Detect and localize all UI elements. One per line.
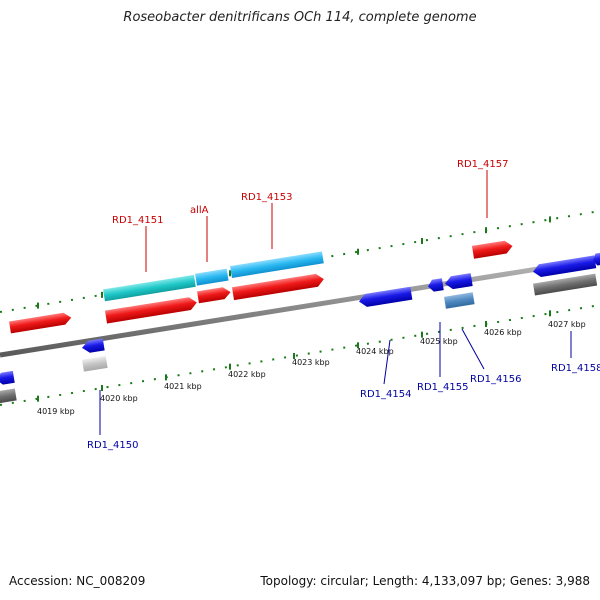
scale-label: 4020 kbp [100, 394, 138, 403]
gene-label-forward: allA [190, 205, 209, 216]
leader-line [383, 339, 391, 385]
feature-grey-left [0, 388, 17, 404]
cds-forward-rd1-4157 [471, 240, 513, 259]
cds-forward-rd1-4151-shape [104, 297, 197, 324]
genome-summary-text: Topology: circular; Length: 4,133,097 bp… [260, 574, 590, 588]
cds-reverse-rd1-4155 [428, 278, 444, 292]
scale-label: 4024 kbp [356, 347, 394, 356]
scale-label: 4026 kbp [484, 328, 522, 337]
scale-label: 4027 kbp [548, 320, 586, 329]
cds-reverse-left [0, 370, 15, 385]
cds-reverse-rd1-4156 [445, 273, 473, 290]
cds-forward-alla-shape [197, 287, 231, 304]
feature-steel [444, 292, 475, 309]
gene-label-forward: RD1_4157 [457, 159, 508, 170]
cds-reverse-right-shape [593, 252, 600, 266]
scale-label: 4025 kbp [420, 337, 458, 346]
gene-label-reverse: RD1_4155 [417, 382, 468, 393]
feature-grey-left-shape [0, 388, 17, 404]
leader-line [461, 328, 485, 370]
scale-label: 4023 kbp [292, 358, 330, 367]
gene-label-reverse: RD1_4156 [470, 374, 521, 385]
cds-reverse-right [593, 252, 600, 266]
cds-forward-1 [9, 312, 72, 334]
cds-reverse-left-shape [0, 370, 15, 385]
accession-text: Accession: NC_008209 [9, 574, 146, 588]
cds-reverse-rd1-4158 [533, 255, 597, 278]
feature-lightgrey-shape [82, 356, 108, 372]
feature-lightgrey [82, 356, 108, 372]
cds-reverse-rd1-4154-shape [359, 286, 413, 307]
feature-cyan-2-shape [230, 251, 324, 278]
map-title: Roseobacter denitrificans OCh 114, compl… [123, 10, 477, 25]
feature-grey-right-shape [533, 273, 598, 296]
cds-forward-rd1-4151 [104, 297, 197, 324]
gene-label-reverse: RD1_4150 [87, 440, 138, 451]
feature-grey-right [533, 273, 598, 296]
feature-cyan-1-shape [195, 268, 229, 286]
gene-label-reverse: RD1_4154 [360, 389, 411, 400]
cds-forward-rd1-4157-shape [471, 240, 513, 259]
cds-reverse-rd1-4156-shape [445, 273, 473, 290]
cds-reverse-rd1-4150-shape [82, 338, 105, 353]
feature-cyan-2 [230, 251, 324, 278]
cds-reverse-rd1-4150 [82, 338, 105, 353]
cds-forward-rd1-4153-shape [231, 273, 324, 301]
lower-tick-row [0, 304, 600, 406]
gene-label-reverse: RD1_4158 [551, 363, 600, 374]
scale-label: 4019 kbp [37, 407, 75, 416]
cds-reverse-rd1-4155-shape [428, 278, 444, 292]
scale-label: 4021 kbp [164, 382, 202, 391]
feature-steel-shape [444, 292, 475, 309]
cds-forward-1-shape [9, 312, 72, 334]
feature-teal-shape [103, 274, 196, 302]
feature-teal [103, 274, 196, 302]
scale-label: 4022 kbp [228, 370, 266, 379]
gene-label-forward: RD1_4153 [241, 192, 292, 203]
feature-cyan-1 [195, 268, 229, 286]
gene-label-forward: RD1_4151 [112, 215, 163, 226]
cds-forward-alla [197, 287, 231, 304]
cds-reverse-rd1-4158-shape [533, 255, 597, 278]
cds-reverse-rd1-4154 [359, 286, 413, 307]
cds-forward-rd1-4153 [231, 273, 324, 301]
